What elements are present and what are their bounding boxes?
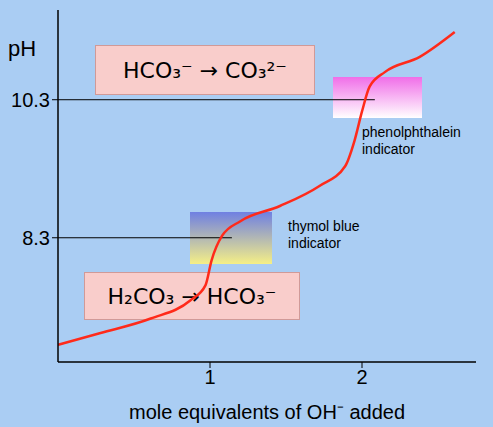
html-text:HCO₃⁻ → CO₃²⁻: HCO₃⁻ → CO₃²⁻ — [123, 57, 287, 83]
svg-text:10.3: 10.3 — [11, 89, 50, 111]
svg-text:8.3: 8.3 — [22, 227, 50, 249]
html-text:pH: pH — [8, 36, 37, 61]
html-text:phenolphthalein indicator: phenolphthalein indicator — [362, 124, 461, 157]
html-text:thymol blue indicator: thymol blue indicator — [288, 218, 360, 251]
svg-text:1: 1 — [204, 366, 215, 388]
svg-text:2: 2 — [356, 366, 367, 388]
svg-text:mole equivalents of OH⁻ added: mole equivalents of OH⁻ added — [129, 401, 405, 423]
html-text:H₂CO₃ → HCO₃⁻: H₂CO₃ → HCO₃⁻ — [107, 283, 277, 309]
